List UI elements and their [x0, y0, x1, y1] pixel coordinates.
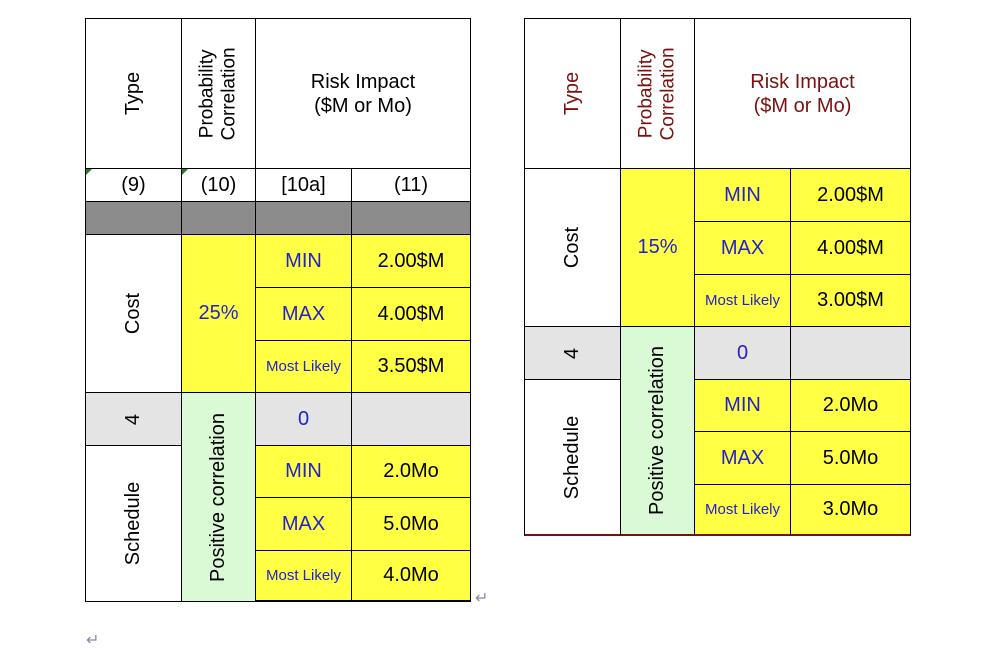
left-corr-type: 4 [85, 392, 182, 446]
left-schedule-max-value: 5.0Mo [351, 497, 471, 551]
left-separator-cell [181, 201, 256, 235]
right-cost-probability: 15% [620, 168, 695, 327]
right-correlation: Positive correlation [620, 326, 695, 536]
left-schedule-label: Schedule [122, 481, 144, 566]
right-cost-min-value: 2.00$M [790, 168, 911, 222]
right-schedule-max-label: MAX [694, 431, 791, 485]
left-cost-min-label: MIN [255, 234, 352, 288]
left-header-risk-impact: Risk Impact ($M or Mo) [255, 18, 471, 169]
left-cost-likely-value: 3.50$M [351, 340, 471, 393]
left-schedule-likely-value: 4.0Mo [351, 550, 471, 602]
left-corr-impact: 0 [255, 392, 352, 446]
right-cost-likely-label: Most Likely [694, 274, 791, 327]
left-header-prob-line2: Correlation [218, 47, 240, 140]
left-cost-type: Cost [85, 234, 182, 393]
left-corr-empty [351, 392, 471, 446]
left-colnum-10a: [10a] [255, 168, 352, 202]
right-header-risk-impact: Risk Impact ($M or Mo) [694, 18, 911, 169]
left-colnum-10: (10) [181, 168, 256, 202]
left-header-prob-line1: Probability [196, 49, 218, 138]
return-mark-icon: ↵ [86, 632, 100, 649]
right-schedule-type: Schedule [524, 379, 621, 536]
right-schedule-min-value: 2.0Mo [790, 379, 911, 432]
left-colnum-11: (11) [351, 168, 471, 202]
left-schedule-type: Schedule [85, 445, 182, 602]
left-schedule-min-value: 2.0Mo [351, 445, 471, 498]
right-corr-impact: 0 [694, 326, 791, 380]
right-cost-max-label: MAX [694, 221, 791, 275]
left-header-type-text: Type [121, 71, 144, 116]
left-separator-cell [255, 201, 352, 235]
right-header-type: Type [524, 18, 621, 169]
left-header-risk-line1: Risk Impact [310, 70, 416, 93]
left-cost-min-value: 2.00$M [351, 234, 471, 288]
left-cost-likely-label: Most Likely [255, 340, 352, 393]
left-colnum-9: (9) [85, 168, 182, 202]
right-schedule-max-value: 5.0Mo [790, 431, 911, 485]
left-correlation: Positive correlation [181, 392, 256, 602]
right-schedule-min-label: MIN [694, 379, 791, 432]
right-cost-likely-value: 3.00$M [790, 274, 911, 327]
left-schedule-max-label: MAX [255, 497, 352, 551]
right-cost-min-label: MIN [694, 168, 791, 222]
left-cell-marker [86, 169, 92, 175]
left-cost-probability: 25% [181, 234, 256, 393]
right-schedule-likely-label: Most Likely [694, 484, 791, 536]
right-corr-type: 4 [524, 326, 621, 380]
left-cell-marker [182, 169, 188, 175]
left-header-probability: Probability Correlation [181, 18, 256, 169]
right-cost-max-value: 4.00$M [790, 221, 911, 275]
left-cost-max-label: MAX [255, 287, 352, 341]
left-cost-label: Cost [122, 292, 144, 335]
left-separator-cell [85, 201, 182, 235]
return-mark-icon: ↵ [475, 590, 489, 607]
right-header-probability: Probability Correlation [620, 18, 695, 169]
right-corr-empty [790, 326, 911, 380]
right-cost-type: Cost [524, 168, 621, 327]
left-header-risk-line2: ($M or Mo) [314, 94, 412, 117]
left-header-type: Type [85, 18, 182, 169]
left-cost-max-value: 4.00$M [351, 287, 471, 341]
left-schedule-likely-label: Most Likely [255, 550, 352, 602]
right-schedule-likely-value: 3.0Mo [790, 484, 911, 536]
left-separator-cell [351, 201, 471, 235]
left-schedule-min-label: MIN [255, 445, 352, 498]
